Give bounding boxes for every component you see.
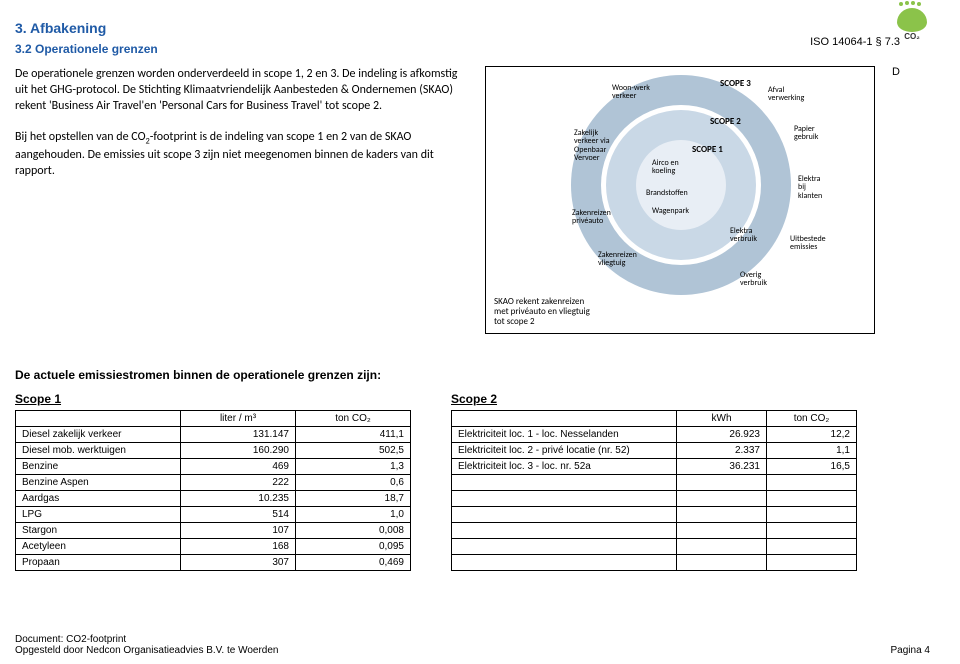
table-row: Elektriciteit loc. 2 - privé locatie (nr… — [452, 443, 857, 459]
table-row: Propaan3070,469 — [16, 555, 411, 571]
d-marker: D — [892, 66, 900, 78]
scope2-label: SCOPE 2 — [710, 117, 741, 126]
body-text: De operationele grenzen worden onderverd… — [15, 66, 465, 334]
table-row — [452, 475, 857, 491]
table-row: LPG5141,0 — [16, 507, 411, 523]
page-footer: Document: CO2-footprint Opgesteld door N… — [15, 634, 930, 656]
footer-page: Pagina 4 — [891, 645, 930, 656]
table-row — [452, 491, 857, 507]
table-row: Diesel mob. werktuigen160.290502,5 — [16, 443, 411, 459]
section-heading: 3. Afbakening — [15, 20, 930, 36]
table-row: Benzine4691,3 — [16, 459, 411, 475]
table-row: Elektriciteit loc. 3 - loc. nr. 52a36.23… — [452, 459, 857, 475]
table-row — [452, 507, 857, 523]
footer-author: Opgesteld door Nedcon Organisatieadvies … — [15, 645, 930, 656]
table-row: Acetyleen1680,095 — [16, 539, 411, 555]
table-row: Elektriciteit loc. 1 - loc. Nesselanden2… — [452, 427, 857, 443]
scope3-label: SCOPE 3 — [720, 79, 751, 88]
table-row: Diesel zakelijk verkeer131.147411,1 — [16, 427, 411, 443]
scope-diagram: SCOPE 3 SCOPE 2 SCOPE 1 Woon-werk verkee… — [485, 66, 875, 334]
table-row: Stargon1070,008 — [16, 523, 411, 539]
table-row: Aardgas10.23518,7 — [16, 491, 411, 507]
scope2-block: Scope 2 kWh ton CO₂ Elektriciteit loc. 1… — [451, 392, 857, 571]
scope2-table: kWh ton CO₂ Elektriciteit loc. 1 - loc. … — [451, 410, 857, 571]
scope2-title: Scope 2 — [451, 392, 857, 406]
table-row — [452, 523, 857, 539]
section-subheading: 3.2 Operationele grenzen — [15, 42, 930, 56]
scope1-block: Scope 1 liter / m³ ton CO₂ Diesel zakeli… — [15, 392, 411, 571]
paragraph-2: Bij het opstellen van de CO2-footprint i… — [15, 129, 465, 180]
paragraph-1: De operationele grenzen worden onderverd… — [15, 66, 465, 115]
iso-reference: ISO 14064-1 § 7.3 — [810, 36, 900, 48]
table-row — [452, 539, 857, 555]
tables-heading: De actuele emissiestromen binnen de oper… — [15, 368, 930, 382]
table-row — [452, 555, 857, 571]
scope1-label: SCOPE 1 — [692, 145, 723, 154]
scope1-table: liter / m³ ton CO₂ Diesel zakelijk verke… — [15, 410, 411, 571]
footer-doc: Document: CO2-footprint — [15, 634, 930, 645]
table-row: Benzine Aspen2220,6 — [16, 475, 411, 491]
diagram-note: SKAO rekent zakenreizen met privéauto en… — [494, 297, 590, 327]
scope1-title: Scope 1 — [15, 392, 411, 406]
